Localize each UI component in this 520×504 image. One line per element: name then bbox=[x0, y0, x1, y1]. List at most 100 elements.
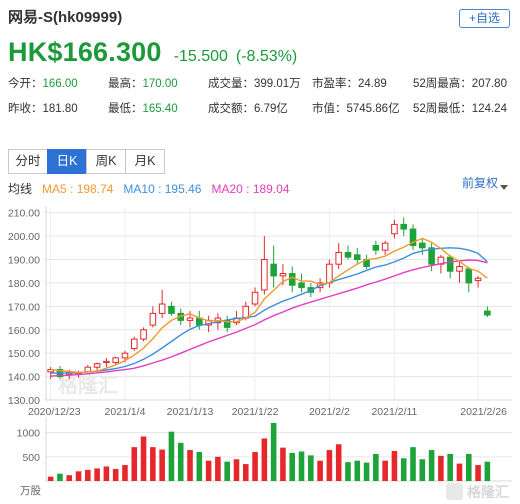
quote-open: 今开：166.00 bbox=[8, 78, 78, 90]
volume-bar bbox=[47, 476, 54, 481]
vol-tick-label: 1000 bbox=[17, 428, 41, 440]
y-tick-label: 210.00 bbox=[8, 208, 40, 220]
tab-monthly-k[interactable]: 月K bbox=[125, 149, 165, 174]
volume-bar bbox=[400, 458, 407, 481]
candle-body bbox=[419, 242, 426, 249]
volume-series bbox=[47, 422, 491, 481]
candle-body bbox=[326, 263, 333, 284]
adjust-mode-select[interactable]: 前复权 bbox=[462, 176, 499, 190]
candle-body bbox=[168, 305, 175, 314]
volume-bar bbox=[317, 460, 323, 481]
quote-volume: 成交量：399.01万 bbox=[208, 78, 301, 90]
volume-bar bbox=[484, 461, 491, 481]
volume-bar bbox=[465, 453, 472, 481]
tab-daily-k[interactable]: 日K bbox=[47, 149, 87, 174]
legend-ma10: MA10 : 195.46 bbox=[123, 182, 202, 196]
watermark-price: 格隆汇 bbox=[58, 373, 118, 397]
y-tick-label: 150.00 bbox=[8, 348, 40, 360]
vol-tick-label: 500 bbox=[22, 452, 40, 464]
legend-ma20: MA20 : 189.04 bbox=[211, 182, 290, 196]
volume-bar bbox=[382, 460, 388, 481]
volume-bar bbox=[122, 465, 128, 481]
volume-bar bbox=[140, 436, 147, 481]
watermark-text: 格隆汇 bbox=[58, 373, 118, 397]
volume-bar bbox=[456, 463, 463, 481]
candle-body bbox=[121, 352, 129, 359]
volume-bar bbox=[94, 468, 100, 481]
add-watchlist-button[interactable]: +自选 bbox=[459, 9, 510, 28]
quote-prev-close: 昨收：181.80 bbox=[8, 103, 78, 115]
volume-bar bbox=[363, 462, 370, 481]
ma20-line bbox=[50, 259, 488, 377]
candle-body bbox=[270, 263, 277, 277]
stock-title: 网易-S(hk09999) bbox=[8, 9, 123, 26]
watermark-corner: 格隆汇 bbox=[446, 483, 509, 500]
candle-body bbox=[130, 338, 138, 349]
y-tick-label: 200.00 bbox=[8, 231, 40, 243]
volume-bar bbox=[428, 450, 435, 481]
volume-bar bbox=[242, 464, 249, 481]
watermark-logo-icon bbox=[446, 483, 463, 500]
price-change-percent: (-8.53%) bbox=[235, 48, 298, 65]
volume-bar bbox=[410, 447, 416, 481]
candle-body bbox=[400, 223, 408, 230]
volume-bar bbox=[419, 459, 426, 481]
candle-series bbox=[47, 217, 491, 379]
candle-body bbox=[353, 254, 361, 261]
candle-body bbox=[335, 251, 342, 265]
volume-bar bbox=[66, 475, 73, 481]
candle-body bbox=[446, 256, 454, 272]
candle-body bbox=[381, 242, 389, 251]
legend-ma5: MA5 : 198.74 bbox=[42, 182, 114, 196]
x-tick-label: 2020/12/23 bbox=[28, 406, 81, 418]
candle-body bbox=[186, 317, 194, 321]
volume-bar bbox=[345, 462, 351, 481]
quote-market-cap: 市值：5745.86亿 bbox=[312, 103, 400, 115]
quote-row-1: 今开：166.00 最高：170.00 成交量：399.01万 市盈率：24.8… bbox=[0, 75, 520, 91]
quote-high: 最高：170.00 bbox=[108, 78, 178, 90]
y-tick-label: 130.00 bbox=[8, 395, 40, 407]
volume-axis-labels: 500 1000 万股 bbox=[17, 428, 42, 497]
volume-bar bbox=[335, 444, 342, 481]
volume-bar bbox=[475, 465, 481, 481]
candle-body bbox=[391, 223, 398, 235]
candle-body bbox=[409, 228, 417, 246]
legend-prefix: 均线 bbox=[8, 182, 33, 196]
volume-bar bbox=[85, 469, 91, 481]
volume-bar bbox=[438, 455, 444, 481]
chevron-down-icon[interactable] bbox=[500, 185, 508, 190]
current-price: HK$166.300 bbox=[8, 37, 162, 67]
volume-bar bbox=[261, 438, 268, 481]
volume-bar bbox=[131, 447, 138, 481]
volume-bar bbox=[177, 442, 184, 481]
volume-bar bbox=[159, 449, 165, 481]
candle-body bbox=[465, 268, 473, 284]
volume-bar bbox=[75, 471, 82, 481]
volume-bar bbox=[447, 453, 453, 481]
ma-legend: 均线 MA5 : 198.74 MA10 : 195.46 MA20 : 189.04 bbox=[8, 180, 300, 197]
candle-body bbox=[158, 303, 166, 314]
volume-bar bbox=[326, 450, 333, 481]
volume-bar bbox=[373, 453, 379, 481]
price-change: -15.500 bbox=[173, 48, 228, 65]
quote-pe: 市盈率：24.89 bbox=[312, 78, 387, 90]
tab-weekly-k[interactable]: 周K bbox=[86, 149, 126, 174]
volume-bar bbox=[270, 422, 277, 481]
x-tick-label: 2021/1/4 bbox=[105, 406, 146, 418]
volume-bar bbox=[112, 468, 119, 481]
candle-body bbox=[372, 244, 380, 251]
date-axis-labels: 2020/12/23 2021/1/4 2021/1/13 2021/1/22 2021… bbox=[28, 406, 507, 418]
y-tick-label: 140.00 bbox=[8, 372, 40, 384]
quote-52w-high: 52周最高：207.80 bbox=[413, 78, 507, 90]
volume-bar bbox=[205, 460, 212, 481]
ma-lines bbox=[50, 237, 488, 377]
price-row: HK$166.300 -15.500 (-8.53%) bbox=[8, 37, 297, 67]
x-tick-label: 2021/1/22 bbox=[232, 406, 279, 418]
candle-body bbox=[484, 310, 491, 316]
x-tick-label: 2021/2/2 bbox=[309, 406, 350, 418]
candle-body bbox=[344, 251, 352, 258]
y-tick-label: 180.00 bbox=[8, 278, 40, 290]
volume-bar bbox=[103, 466, 110, 481]
y-tick-label: 160.00 bbox=[8, 325, 40, 337]
